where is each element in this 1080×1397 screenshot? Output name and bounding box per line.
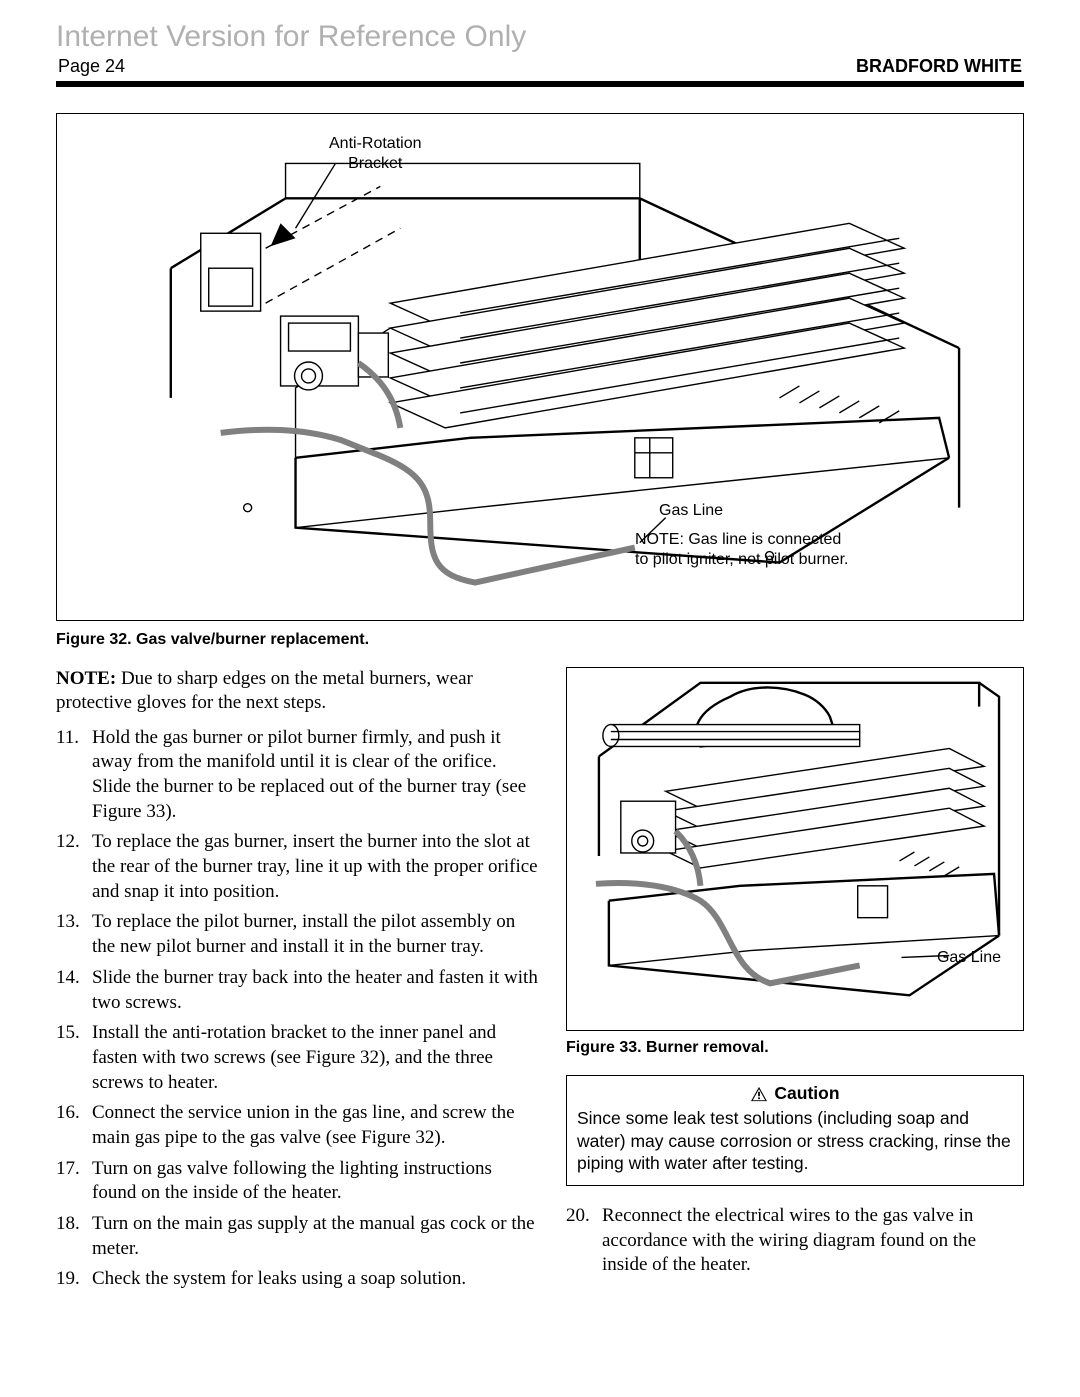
gas-valve-diagram xyxy=(81,128,999,598)
caution-title: Caution xyxy=(774,1082,839,1105)
figure-33-caption: Figure 33. Burner removal. xyxy=(566,1039,1024,1057)
note-paragraph: NOTE: Due to sharp edges on the metal bu… xyxy=(56,667,538,716)
steps-list-left: 11.Hold the gas burner or pilot burner f… xyxy=(56,726,538,1292)
page: Internet Version for Reference Only Page… xyxy=(0,0,1080,1338)
step-item: 18.Turn on the main gas supply at the ma… xyxy=(56,1212,538,1261)
step-item: 16.Connect the service union in the gas … xyxy=(56,1101,538,1150)
step-item: 20.Reconnect the electrical wires to the… xyxy=(566,1204,1024,1278)
step-item: 12.To replace the gas burner, insert the… xyxy=(56,830,538,904)
step-item: 17.Turn on gas valve following the light… xyxy=(56,1157,538,1206)
label-gas-line-note: NOTE: Gas line is connectedto pilot igni… xyxy=(635,530,848,570)
step-item: 13.To replace the pilot burner, install … xyxy=(56,910,538,959)
step-item: 11.Hold the gas burner or pilot burner f… xyxy=(56,726,538,825)
body-columns: NOTE: Due to sharp edges on the metal bu… xyxy=(56,667,1024,1298)
figure-33-drawing: Gas Line xyxy=(581,676,1009,1018)
right-column: Gas Line Figure 33. Burner removal. Caut… xyxy=(566,667,1024,1284)
left-column: NOTE: Due to sharp edges on the metal bu… xyxy=(56,667,538,1298)
caution-box: Caution Since some leak test solutions (… xyxy=(566,1075,1024,1186)
caution-body: Since some leak test solutions (includin… xyxy=(577,1107,1013,1175)
steps-list-right: 20.Reconnect the electrical wires to the… xyxy=(566,1204,1024,1278)
note-label: NOTE: xyxy=(56,668,116,689)
brand-name: BRADFORD WHITE xyxy=(856,56,1022,77)
step-item: 14.Slide the burner tray back into the h… xyxy=(56,966,538,1015)
page-number: Page 24 xyxy=(58,56,125,77)
watermark-text: Internet Version for Reference Only xyxy=(56,20,1024,54)
figure-32-caption: Figure 32. Gas valve/burner replacement. xyxy=(56,631,1024,649)
figure-33-box: Gas Line xyxy=(566,667,1024,1031)
warning-icon xyxy=(750,1085,768,1101)
caution-title-row: Caution xyxy=(577,1082,1013,1105)
figure-32-drawing: Anti-RotationBracket Gas Line NOTE: Gas … xyxy=(81,128,999,598)
header-rule xyxy=(56,81,1024,87)
label-gas-line-33: Gas Line xyxy=(937,948,1001,968)
label-anti-rotation-bracket: Anti-RotationBracket xyxy=(329,134,422,174)
figure-32-box: Anti-RotationBracket Gas Line NOTE: Gas … xyxy=(56,113,1024,621)
label-gas-line: Gas Line xyxy=(659,501,723,521)
note-text: Due to sharp edges on the metal burners,… xyxy=(56,668,473,713)
step-item: 19.Check the system for leaks using a so… xyxy=(56,1267,538,1292)
page-header: Page 24 BRADFORD WHITE xyxy=(56,56,1024,81)
step-item: 15.Install the anti-rotation bracket to … xyxy=(56,1021,538,1095)
